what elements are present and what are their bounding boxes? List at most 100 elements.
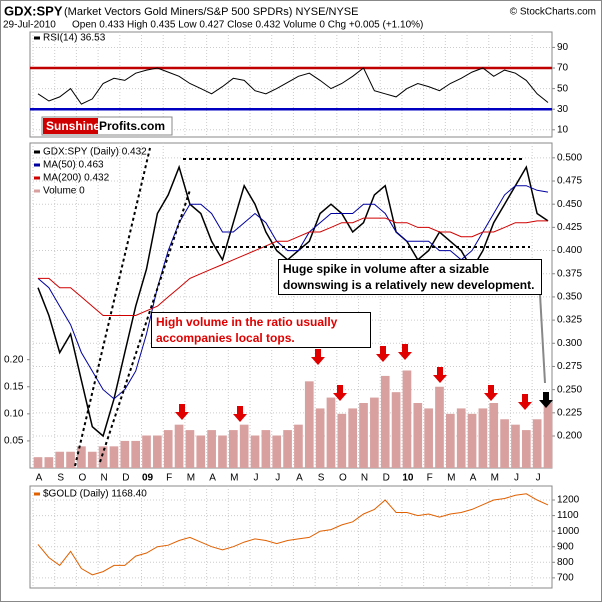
volume-bar bbox=[283, 430, 292, 468]
panel bbox=[29, 485, 553, 589]
legend-label: MA(200) 0.432 bbox=[43, 173, 110, 184]
volume-bar bbox=[44, 457, 54, 468]
y-tick-label: 0.10 bbox=[4, 408, 24, 419]
volume-bar bbox=[163, 430, 173, 468]
volume-bar bbox=[424, 408, 433, 468]
volume-bar bbox=[521, 430, 531, 468]
x-tick-label: M bbox=[187, 473, 195, 484]
arrow bbox=[518, 394, 532, 410]
volume-bar bbox=[142, 435, 151, 468]
volume-bar bbox=[77, 446, 86, 468]
volume-bar bbox=[66, 451, 75, 468]
y-tick-label: 0.450 bbox=[557, 199, 582, 210]
y-tick-label: 0.325 bbox=[557, 315, 582, 326]
y-tick-label: 0.300 bbox=[557, 338, 582, 349]
x-tick-label: M bbox=[447, 473, 455, 484]
volume-bar bbox=[326, 397, 336, 468]
y-tick-label: 0.15 bbox=[4, 381, 24, 392]
y-tick-label: 10 bbox=[557, 124, 569, 135]
x-tick-label: J bbox=[514, 473, 519, 484]
y-tick-label: 90 bbox=[557, 42, 569, 53]
series-line bbox=[37, 67, 549, 105]
volume-bar bbox=[304, 381, 314, 468]
legend-label: MA(50) 0.463 bbox=[43, 160, 104, 171]
series-line bbox=[37, 493, 549, 576]
y-tick-label: 800 bbox=[557, 557, 574, 568]
x-tick-label: J bbox=[254, 473, 259, 484]
legend-label: $GOLD (Daily) 1168.40 bbox=[43, 489, 147, 500]
volume-bar bbox=[467, 413, 477, 468]
y-tick-label: 0.275 bbox=[557, 361, 582, 372]
subtitle: (Market Vectors Gold Miners/S&P 500 SPDR… bbox=[64, 6, 358, 18]
arrow bbox=[484, 385, 498, 401]
y-tick-label: 50 bbox=[557, 83, 569, 94]
series-line bbox=[38, 217, 548, 316]
volume-bar bbox=[272, 435, 282, 468]
volume-bar bbox=[174, 424, 184, 468]
volume-bar bbox=[348, 408, 358, 468]
quote: Open 0.433 High 0.435 Low 0.427 Close 0.… bbox=[72, 20, 423, 31]
volume-bar bbox=[380, 375, 390, 468]
volume-bar bbox=[402, 370, 412, 468]
arrow bbox=[433, 367, 447, 383]
y-tick-label: 1200 bbox=[557, 495, 580, 506]
volume-bar bbox=[294, 424, 303, 468]
series-line bbox=[37, 164, 549, 438]
volume-bar bbox=[500, 419, 509, 468]
volume-bar bbox=[359, 403, 368, 468]
volume-bar bbox=[109, 446, 119, 468]
x-tick-label: A bbox=[470, 473, 477, 484]
arrow bbox=[311, 349, 325, 365]
volume-bar bbox=[120, 440, 130, 468]
x-tick-label: D bbox=[122, 473, 129, 484]
volume-bar bbox=[261, 430, 271, 468]
arrow bbox=[233, 406, 247, 422]
x-tick-label: A bbox=[296, 473, 303, 484]
y-tick-label: 0.225 bbox=[557, 407, 582, 418]
volume-bar bbox=[153, 435, 162, 468]
y-tick-label: 0.250 bbox=[557, 384, 582, 395]
y-tick-label: 0.425 bbox=[557, 222, 582, 233]
volume-bar bbox=[87, 451, 97, 468]
volume-bar bbox=[543, 403, 553, 468]
arrow bbox=[376, 346, 390, 362]
x-tick-label: S bbox=[318, 473, 325, 484]
x-tick-label: S bbox=[57, 473, 64, 484]
legend-label: RSI(14) 36.53 bbox=[43, 33, 106, 44]
volume-bar bbox=[315, 408, 325, 468]
y-tick-label: 1000 bbox=[557, 526, 580, 537]
annotation-lines bbox=[74, 147, 530, 467]
y-tick-label: 700 bbox=[557, 573, 574, 584]
volume-bar bbox=[511, 424, 520, 468]
title: GDX:SPY bbox=[4, 3, 63, 18]
volume-bar bbox=[98, 446, 108, 468]
y-tick-label: 0.400 bbox=[557, 245, 582, 256]
logo-right: Profits.com bbox=[99, 119, 165, 133]
volume-bar bbox=[489, 403, 499, 468]
x-tick-label: M bbox=[491, 473, 499, 484]
arrow bbox=[175, 404, 189, 420]
date: 29-Jul-2010 bbox=[3, 20, 56, 31]
volume-bar bbox=[478, 408, 488, 468]
arrows bbox=[175, 344, 553, 422]
volume-bar bbox=[218, 435, 227, 468]
volume-bar bbox=[391, 392, 401, 468]
pointer bbox=[539, 293, 546, 384]
y-tick-label: 0.200 bbox=[557, 431, 582, 442]
credit: © StockCharts.com bbox=[510, 7, 596, 18]
volume-bar bbox=[196, 435, 206, 468]
annotation: High volume in the ratio usually accompa… bbox=[151, 312, 371, 348]
x-tick-label: 09 bbox=[142, 473, 154, 484]
y-tick-label: 30 bbox=[557, 104, 569, 115]
y-tick-label: 900 bbox=[557, 541, 574, 552]
legend-label: Volume 0 bbox=[43, 186, 85, 197]
arrow bbox=[539, 392, 553, 408]
logo-left: Sunshine bbox=[46, 119, 100, 133]
x-tick-label: A bbox=[209, 473, 216, 484]
y-tick-label: 0.20 bbox=[4, 354, 24, 365]
logo-red bbox=[43, 118, 98, 134]
volume-bar bbox=[456, 408, 466, 468]
x-tick-label: F bbox=[427, 473, 433, 484]
volume-bar bbox=[370, 397, 379, 468]
